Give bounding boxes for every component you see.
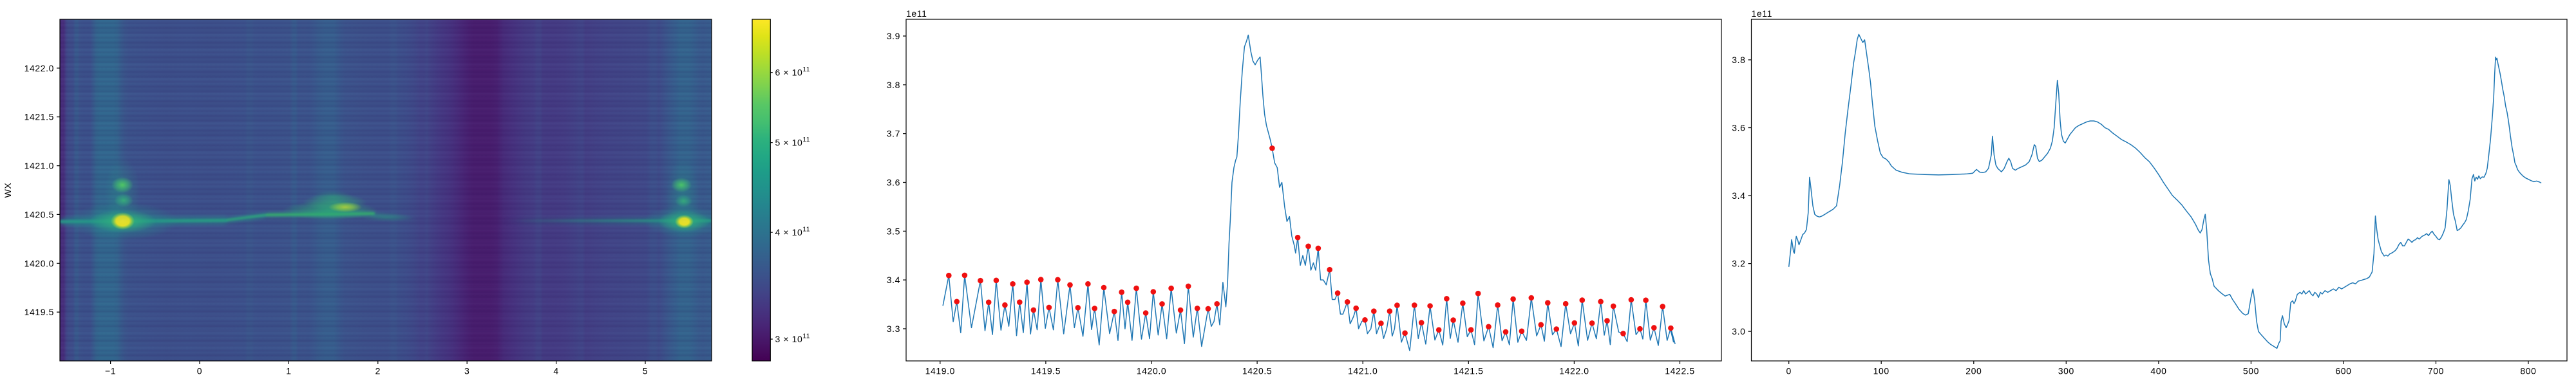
svg-text:500: 500 <box>2243 366 2259 376</box>
svg-text:700: 700 <box>2428 366 2444 376</box>
svg-text:3.2: 3.2 <box>1732 259 1745 269</box>
svg-text:0: 0 <box>1786 366 1792 376</box>
svg-text:400: 400 <box>2150 366 2166 376</box>
svg-text:1419.5: 1419.5 <box>24 307 54 317</box>
svg-text:3.8: 3.8 <box>1732 55 1745 65</box>
svg-text:1421.0: 1421.0 <box>24 161 54 171</box>
svg-text:3.3: 3.3 <box>887 324 900 334</box>
svg-text:−1: −1 <box>105 366 116 376</box>
svg-text:2: 2 <box>375 366 381 376</box>
svg-text:1420.0: 1420.0 <box>24 258 54 268</box>
svg-text:1e11: 1e11 <box>1752 8 1773 19</box>
svg-text:1419.0: 1419.0 <box>925 366 955 376</box>
svg-text:800: 800 <box>2520 366 2536 376</box>
svg-text:1421.0: 1421.0 <box>1348 366 1378 376</box>
svg-text:0: 0 <box>197 366 202 376</box>
svg-text:1420.0: 1420.0 <box>1137 366 1166 376</box>
svg-text:3.4: 3.4 <box>887 275 900 285</box>
svg-text:600: 600 <box>2335 366 2351 376</box>
svg-text:3.6: 3.6 <box>1732 123 1745 133</box>
svg-text:4 × 1011: 4 × 1011 <box>775 226 811 238</box>
svg-text:WX: WX <box>3 183 13 198</box>
svg-text:1e11: 1e11 <box>906 8 927 19</box>
svg-text:6 × 1011: 6 × 1011 <box>775 66 811 78</box>
svg-text:3.0: 3.0 <box>1732 326 1745 336</box>
svg-text:1421.5: 1421.5 <box>1454 366 1483 376</box>
svg-text:4: 4 <box>553 366 558 376</box>
svg-text:1: 1 <box>286 366 291 376</box>
svg-text:3.9: 3.9 <box>887 31 900 41</box>
svg-text:1421.5: 1421.5 <box>24 112 54 122</box>
svg-text:3.8: 3.8 <box>887 80 900 90</box>
svg-text:5 × 1011: 5 × 1011 <box>775 136 811 148</box>
svg-text:3.4: 3.4 <box>1732 190 1745 201</box>
svg-text:1419.5: 1419.5 <box>1031 366 1061 376</box>
svg-text:1422.0: 1422.0 <box>24 63 54 73</box>
svg-text:3.5: 3.5 <box>887 226 900 236</box>
svg-text:1420.5: 1420.5 <box>1242 366 1272 376</box>
svg-text:200: 200 <box>1965 366 1982 376</box>
svg-text:1422.5: 1422.5 <box>1665 366 1694 376</box>
svg-text:100: 100 <box>1873 366 1889 376</box>
svg-text:3 × 1011: 3 × 1011 <box>775 333 811 345</box>
svg-text:5: 5 <box>643 366 648 376</box>
svg-text:300: 300 <box>2058 366 2074 376</box>
svg-text:1420.5: 1420.5 <box>24 209 54 219</box>
svg-text:3: 3 <box>464 366 469 376</box>
svg-text:3.7: 3.7 <box>887 129 900 139</box>
svg-text:3.6: 3.6 <box>887 178 900 188</box>
svg-text:1422.0: 1422.0 <box>1559 366 1589 376</box>
